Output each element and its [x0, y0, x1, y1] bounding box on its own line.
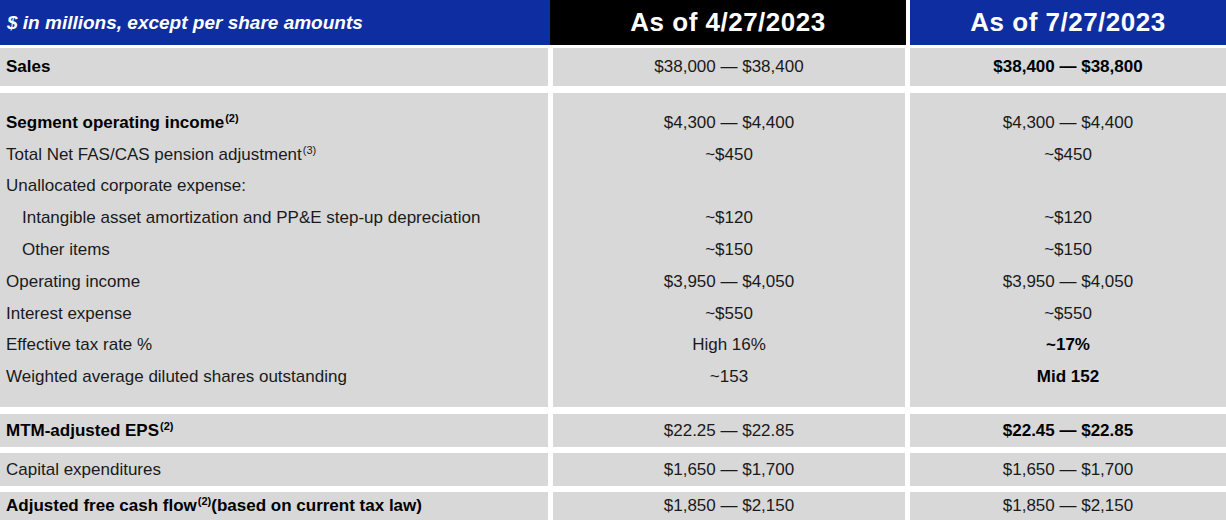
- unit-note: $ in millions, except per share amounts: [0, 0, 550, 45]
- value-other-items-col2: ~$150: [910, 234, 1226, 266]
- value-unallocated-corporate-expense-col1: [553, 171, 905, 203]
- value-mtm-adjusted-eps-col2: $22.45 — $22.85: [910, 414, 1226, 447]
- row-label-text: Intangible asset amortization and PP&E s…: [22, 208, 480, 228]
- table-row-fas-cas-pension-adjustment: Total Net FAS/CAS pension adjustment(3)~…: [0, 139, 1226, 171]
- row-label-text: Adjusted free cash flow: [6, 496, 197, 516]
- value-unallocated-corporate-expense-col2: [910, 171, 1226, 203]
- capital-expenditures-band: Capital expenditures $1,650 — $1,700$1,65…: [0, 453, 1226, 486]
- column-header-as-of-7-27-2023: As of 7/27/2023: [910, 0, 1226, 45]
- guidance-table: $ in millions, except per share amounts …: [0, 0, 1226, 520]
- value-capital-expenditures-col2: $1,650 — $1,700: [910, 453, 1226, 486]
- value-other-items-col1: ~$150: [553, 234, 905, 266]
- row-label-text: Sales: [6, 57, 50, 77]
- value-sales-col1: $38,000 — $38,400: [553, 48, 905, 86]
- value-adjusted-free-cash-flow-col2: $1,850 — $2,150: [910, 492, 1226, 520]
- table-row-sales: Sales $38,000 — $38,400$38,400 — $38,800: [0, 48, 1226, 86]
- column-header-as-of-4-27-2023: As of 4/27/2023: [550, 0, 910, 45]
- value-effective-tax-rate-col2: ~17%: [910, 330, 1226, 362]
- row-label-text: Interest expense: [6, 304, 132, 324]
- table-row-capital-expenditures: Capital expenditures $1,650 — $1,700$1,65…: [0, 453, 1226, 486]
- table-row-weighted-average-diluted-shares: Weighted average diluted shares outstand…: [0, 361, 1226, 393]
- row-label-fas-cas-pension-adjustment: Total Net FAS/CAS pension adjustment(3): [0, 139, 548, 171]
- value-interest-expense-col1: ~$550: [553, 298, 905, 330]
- table-row-interest-expense: Interest expense ~$550~$550: [0, 298, 1226, 330]
- row-label-other-items: Other items: [0, 234, 548, 266]
- row-label-interest-expense: Interest expense: [0, 298, 548, 330]
- value-interest-expense-col2: ~$550: [910, 298, 1226, 330]
- row-label-unallocated-corporate-expense: Unallocated corporate expense:: [0, 171, 548, 203]
- table-header-row: $ in millions, except per share amounts …: [0, 0, 1226, 45]
- row-label-text: Capital expenditures: [6, 460, 161, 480]
- row-label-intangible-amortization: Intangible asset amortization and PP&E s…: [0, 202, 548, 234]
- row-label-text: MTM-adjusted EPS: [6, 421, 159, 441]
- value-operating-income-col2: $3,950 — $4,050: [910, 266, 1226, 298]
- row-label-mtm-adjusted-eps: MTM-adjusted EPS(2): [0, 414, 548, 447]
- value-intangible-amortization-col2: ~$120: [910, 202, 1226, 234]
- row-label-weighted-average-diluted-shares: Weighted average diluted shares outstand…: [0, 361, 548, 393]
- row-label-segment-operating-income: Segment operating income(2): [0, 107, 548, 139]
- adjusted-fcf-band: Adjusted free cash flow(2) (based on cur…: [0, 492, 1226, 520]
- table-row-segment-operating-income: Segment operating income(2)$4,300 — $4,4…: [0, 107, 1226, 139]
- value-effective-tax-rate-col1: High 16%: [553, 330, 905, 362]
- row-label-text: Segment operating income: [6, 113, 224, 133]
- table-row-effective-tax-rate: Effective tax rate % High 16%~17%: [0, 330, 1226, 362]
- row-label-operating-income: Operating income: [0, 266, 548, 298]
- row-label-suffix: (based on current tax law): [211, 496, 422, 516]
- table-row-mtm-adjusted-eps: MTM-adjusted EPS(2)$22.25 — $22.85$22.45…: [0, 414, 1226, 447]
- value-intangible-amortization-col1: ~$120: [553, 202, 905, 234]
- sales-band: Sales $38,000 — $38,400$38,400 — $38,800: [0, 48, 1226, 86]
- table-row-adjusted-free-cash-flow: Adjusted free cash flow(2) (based on cur…: [0, 492, 1226, 520]
- row-label-text: Operating income: [6, 272, 140, 292]
- row-label-text: Total Net FAS/CAS pension adjustment: [6, 145, 302, 165]
- row-label-text: Other items: [22, 240, 110, 260]
- value-weighted-average-diluted-shares-col2: Mid 152: [910, 361, 1226, 393]
- row-label-sales: Sales: [0, 48, 548, 86]
- table-body: Sales$38,000 — $38,400$38,400 — $38,800S…: [0, 48, 1226, 520]
- table-row-operating-income: Operating income $3,950 — $4,050$3,950 — …: [0, 266, 1226, 298]
- row-label-effective-tax-rate: Effective tax rate %: [0, 330, 548, 362]
- value-weighted-average-diluted-shares-col1: ~153: [553, 361, 905, 393]
- value-mtm-adjusted-eps-col1: $22.25 — $22.85: [553, 414, 905, 447]
- row-label-text: Weighted average diluted shares outstand…: [6, 367, 347, 387]
- value-segment-operating-income-col1: $4,300 — $4,400: [553, 107, 905, 139]
- value-fas-cas-pension-adjustment-col2: ~$450: [910, 139, 1226, 171]
- operating-detail-band: Segment operating income(2)$4,300 — $4,4…: [0, 93, 1226, 407]
- value-adjusted-free-cash-flow-col1: $1,850 — $2,150: [553, 492, 905, 520]
- row-label-adjusted-free-cash-flow: Adjusted free cash flow(2) (based on cur…: [0, 492, 548, 520]
- value-operating-income-col1: $3,950 — $4,050: [553, 266, 905, 298]
- row-label-text: Unallocated corporate expense:: [6, 176, 246, 196]
- table-row-intangible-amortization: Intangible asset amortization and PP&E s…: [0, 202, 1226, 234]
- value-sales-col2: $38,400 — $38,800: [910, 48, 1226, 86]
- table-row-unallocated-corporate-expense: Unallocated corporate expense:: [0, 171, 1226, 203]
- row-label-text: Effective tax rate %: [6, 335, 152, 355]
- table-row-other-items: Other items ~$150~$150: [0, 234, 1226, 266]
- mtm-eps-band: MTM-adjusted EPS(2)$22.25 — $22.85$22.45…: [0, 414, 1226, 447]
- row-label-capital-expenditures: Capital expenditures: [0, 453, 548, 486]
- value-segment-operating-income-col2: $4,300 — $4,400: [910, 107, 1226, 139]
- value-fas-cas-pension-adjustment-col1: ~$450: [553, 139, 905, 171]
- value-capital-expenditures-col1: $1,650 — $1,700: [553, 453, 905, 486]
